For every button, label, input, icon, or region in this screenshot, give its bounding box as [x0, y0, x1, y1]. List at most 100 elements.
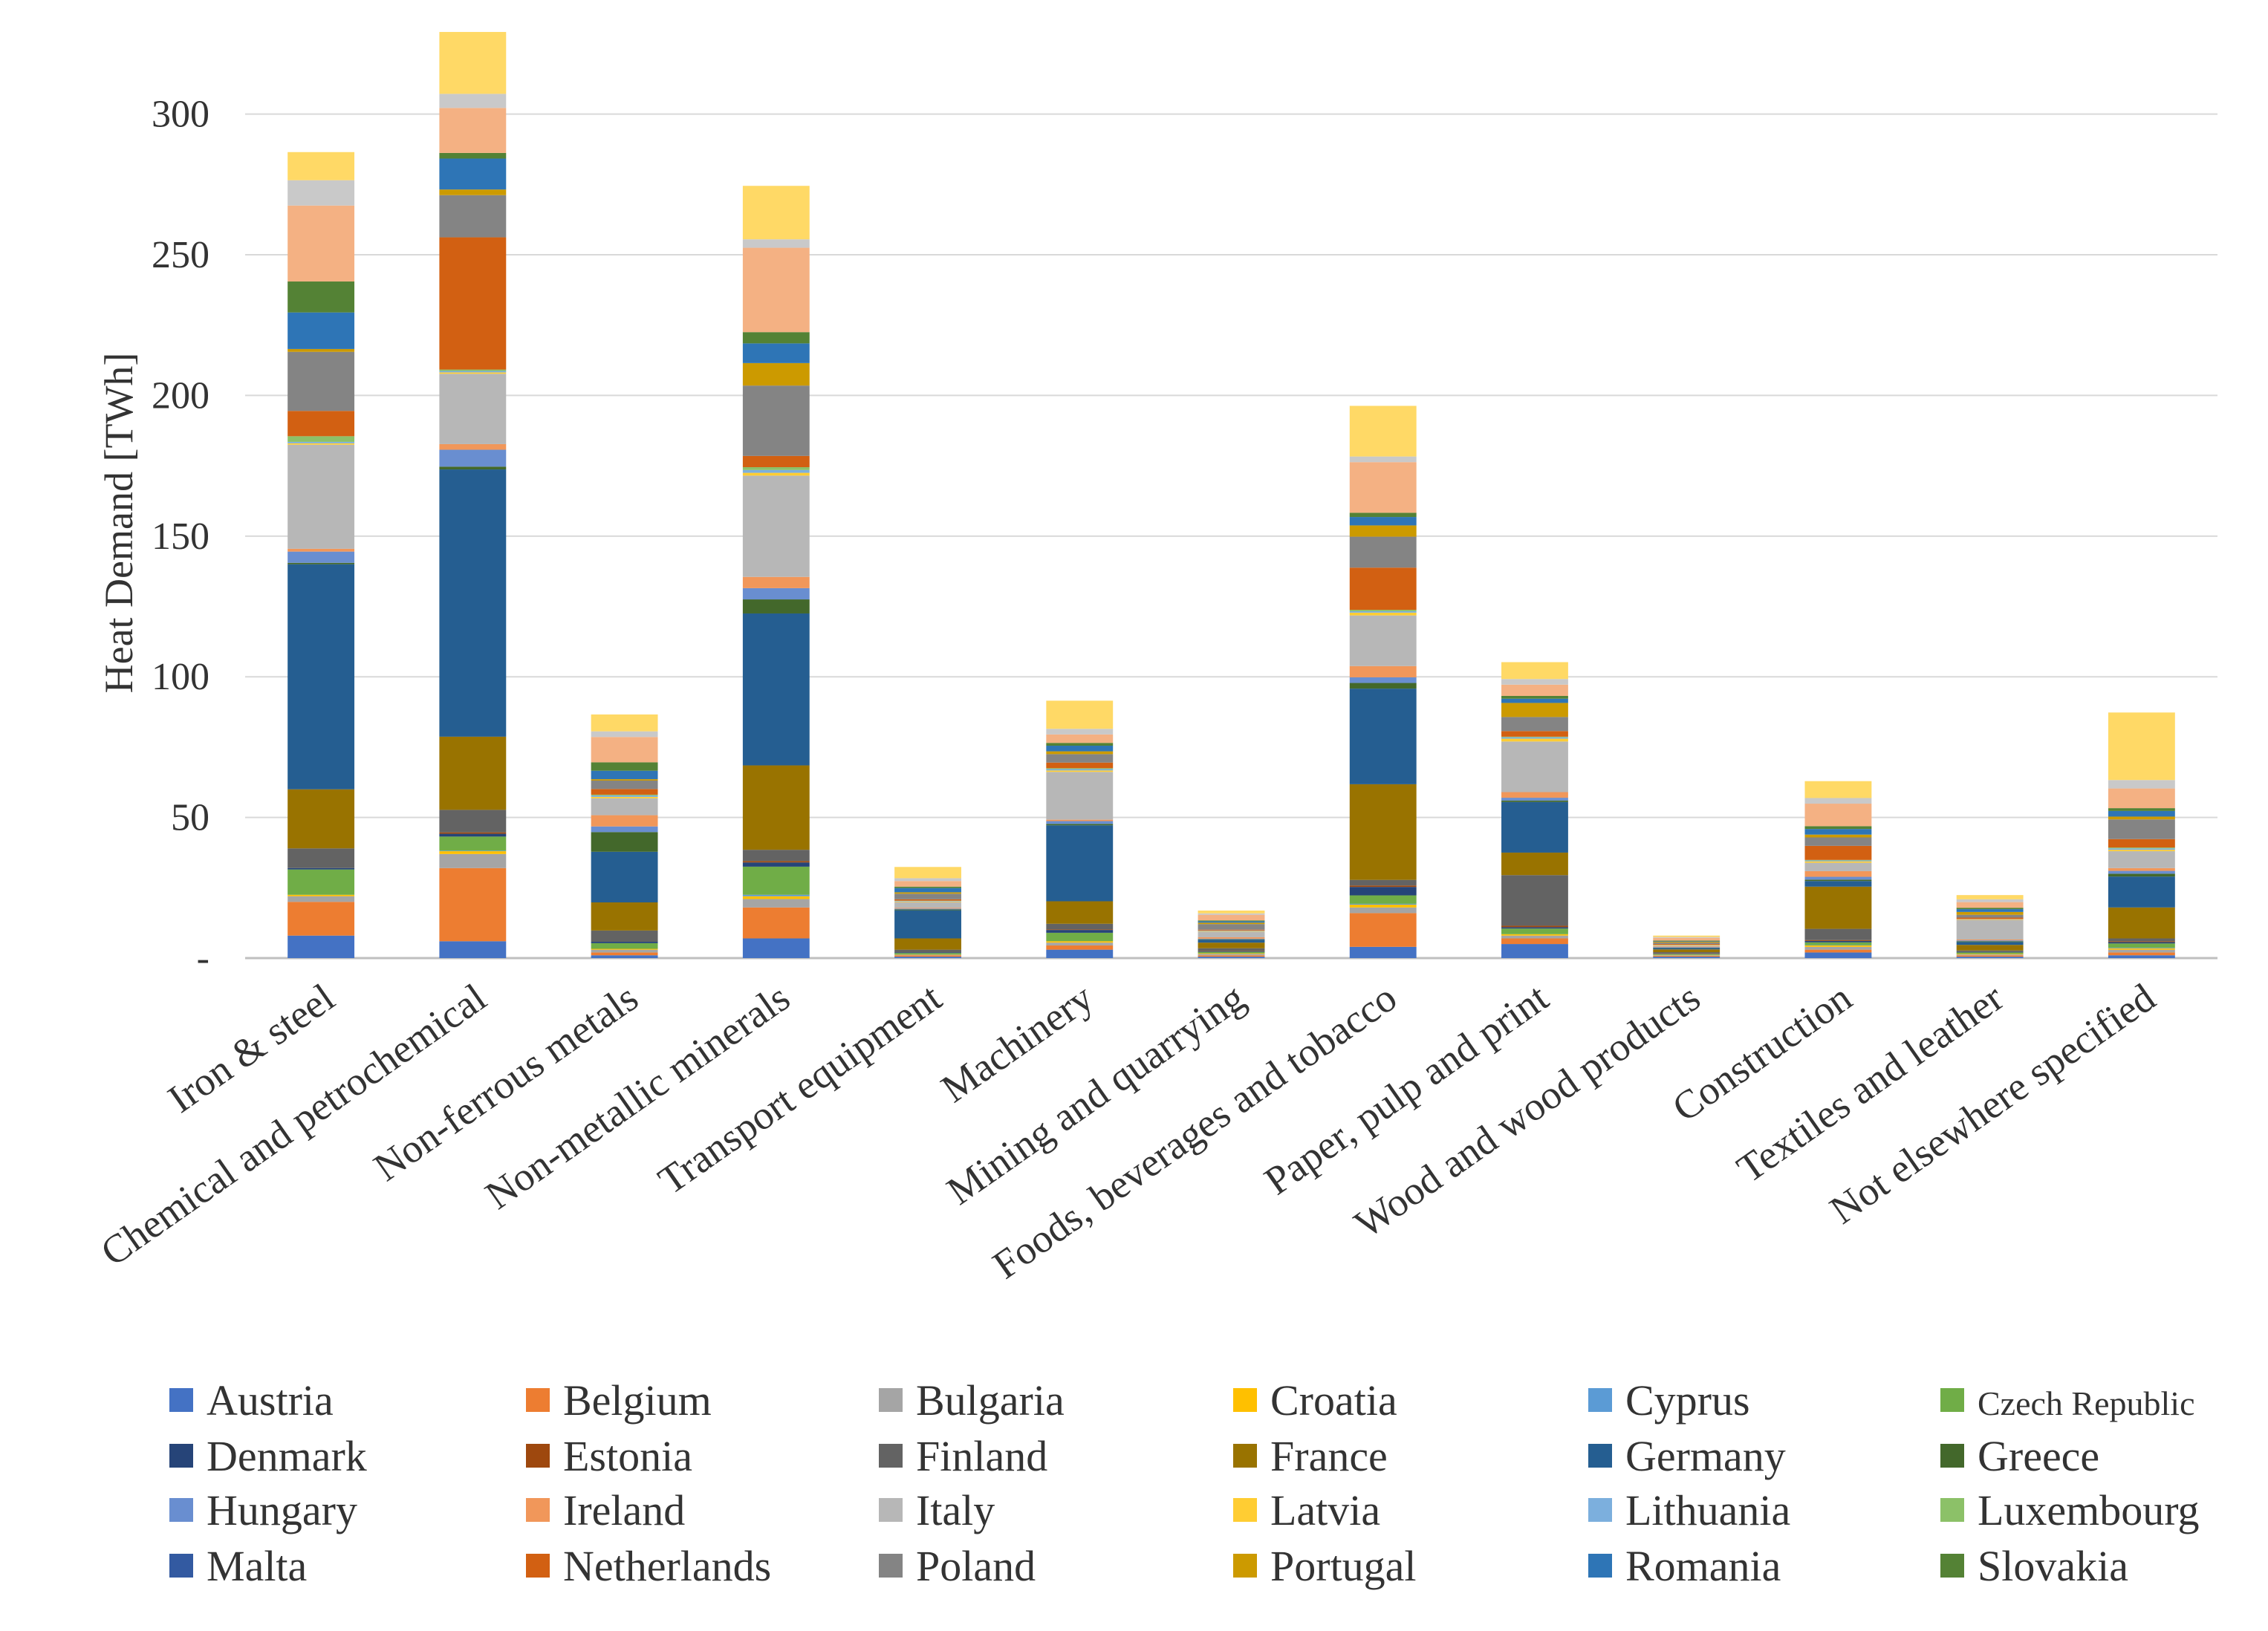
bar-segment	[1501, 925, 1568, 928]
bar-segment	[439, 372, 507, 374]
y-tick-label: 300	[152, 94, 209, 136]
bar-segment	[439, 836, 507, 851]
legend-item: Germany	[1588, 1432, 1786, 1480]
bar-segment	[1198, 931, 1265, 932]
bar-segment	[287, 436, 355, 442]
bar-segment	[894, 892, 961, 894]
bar-segment	[742, 613, 810, 766]
bar-segment	[439, 32, 507, 94]
bar-segment	[1653, 948, 1721, 950]
bar-segment	[742, 362, 810, 386]
bar-segment	[1198, 914, 1265, 921]
bar-segment	[287, 351, 355, 411]
bar-segment	[1501, 934, 1568, 936]
bar-segment	[1653, 957, 1721, 958]
bar-segment	[1198, 951, 1265, 954]
bar-segment	[1804, 862, 1872, 871]
bar-segment	[287, 411, 355, 437]
bar-segment	[742, 475, 810, 577]
bar-segment	[287, 180, 355, 206]
bar-segment	[894, 878, 961, 882]
bar-segment	[1046, 768, 1114, 769]
bar-segment	[742, 587, 810, 600]
bar-segment	[1653, 946, 1721, 948]
bar-segment	[287, 551, 355, 563]
legend-item: Ireland	[526, 1486, 685, 1534]
bar-segment	[287, 935, 355, 958]
bar-segment	[742, 850, 810, 862]
bar-segment	[742, 938, 810, 958]
gridlines	[245, 113, 2217, 960]
bar-segment	[1046, 819, 1114, 821]
bar-segment	[894, 888, 961, 893]
legend-label: France	[1270, 1432, 1388, 1480]
bar-segment	[1349, 879, 1417, 886]
bar-segment	[1804, 945, 1872, 947]
bar-segment	[1956, 899, 2024, 902]
bar-segment	[591, 714, 658, 732]
bar-segment	[2108, 873, 2175, 877]
bar-segment	[1046, 762, 1114, 769]
bar-segment	[439, 736, 507, 810]
bar-segment	[1501, 731, 1568, 737]
bar-segment	[1653, 945, 1721, 947]
bar-segment	[1956, 942, 2024, 945]
bar-segment	[1349, 612, 1417, 616]
bar-segment	[742, 247, 810, 333]
bar-segment	[1349, 406, 1417, 457]
legend-label: Malta	[207, 1542, 307, 1590]
legend-label: Croatia	[1270, 1376, 1397, 1425]
bar-segment	[287, 281, 355, 313]
bar-segment	[1804, 861, 1872, 863]
bar-segment	[894, 949, 961, 953]
bar-segment	[1653, 945, 1721, 946]
bar-segment	[439, 867, 507, 942]
bar-segment	[1956, 941, 2024, 943]
legend-swatch	[169, 1388, 193, 1412]
bar-segment	[1804, 829, 1872, 835]
bar-segment	[439, 466, 507, 470]
bar-segment	[439, 850, 507, 852]
legend-label: Denmark	[207, 1432, 367, 1480]
bar-segment	[1046, 734, 1114, 743]
bar-segment	[1501, 703, 1568, 717]
bar-segment	[287, 443, 355, 445]
bar-segment	[591, 795, 658, 797]
bar-segment	[1804, 845, 1872, 860]
legend-item: Denmark	[169, 1432, 367, 1480]
bar-segment	[742, 239, 810, 248]
bar-segment	[894, 902, 961, 908]
bar-segment	[1804, 942, 1872, 945]
legend-label: Romania	[1625, 1542, 1781, 1590]
bar-segment	[894, 955, 961, 957]
bar-segment	[1349, 907, 1417, 914]
bar-segment	[2108, 907, 2175, 939]
bar-segment	[2108, 938, 2175, 942]
bar-segment	[591, 948, 658, 950]
bar-segment	[2108, 867, 2175, 871]
legend-swatch	[1588, 1554, 1612, 1578]
bar-segment	[1804, 859, 1872, 861]
bar-segment	[1956, 954, 2024, 956]
legend-label: Latvia	[1270, 1486, 1380, 1534]
bar-segment	[1198, 954, 1265, 956]
legend-swatch	[1588, 1498, 1612, 1522]
bar-segment	[1956, 895, 2024, 899]
bar-segment	[591, 955, 658, 958]
legend-swatch	[1588, 1388, 1612, 1412]
bar-segment	[1046, 949, 1114, 958]
y-tick-label: 100	[152, 656, 209, 698]
bar-segment	[1198, 929, 1265, 931]
legend-item: Estonia	[526, 1432, 692, 1480]
bar-segment	[1804, 798, 1872, 804]
bar-segment	[894, 881, 961, 887]
legend-item: Croatia	[1233, 1376, 1397, 1425]
bar-segment	[1653, 941, 1721, 943]
bar-segment	[894, 901, 961, 902]
bar-segment	[1804, 781, 1872, 798]
bar-segment	[2108, 810, 2175, 817]
legend-item: Latvia	[1233, 1486, 1380, 1534]
bar-segment	[591, 737, 658, 763]
legend-item: Bulgaria	[879, 1376, 1065, 1425]
legend-swatch	[879, 1388, 903, 1412]
